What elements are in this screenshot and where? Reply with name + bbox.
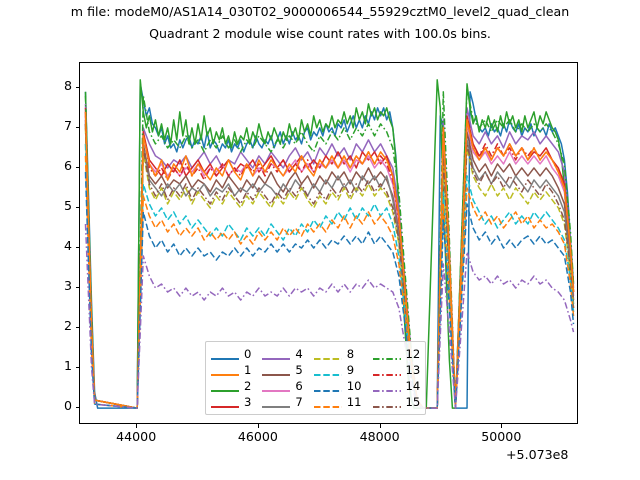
legend-swatch-4 [262,349,291,360]
legend-entry-12[interactable]: 12 [372,346,421,362]
legend-label-6: 6 [295,379,303,393]
legend-entry-4[interactable]: 4 [262,346,303,362]
legend-swatch-3 [211,397,239,408]
series-line-9 [84,143,575,409]
x-tick-mark [501,424,503,428]
legend-swatch-2 [211,381,239,392]
legend-swatch-6 [262,381,291,392]
legend-label-13: 13 [405,363,421,377]
series-line-12 [84,87,575,409]
y-tick-label: 1 [63,358,72,374]
legend-entry-0[interactable]: 0 [211,346,251,362]
legend-entry-6[interactable]: 6 [262,378,303,394]
legend-label-8: 8 [346,347,355,361]
legend-entry-14[interactable]: 14 [372,378,421,394]
legend-swatch-14 [372,381,401,392]
legend-swatch-11 [313,397,342,408]
x-tick-label: 50000 [481,429,522,444]
series-line-1 [84,111,575,409]
y-tick-label: 4 [63,238,72,253]
legend-label-9: 9 [346,363,355,377]
legend-entry-3[interactable]: 3 [211,394,251,410]
y-tick-mark [75,327,79,329]
y-tick-mark [75,166,79,168]
legend[interactable]: 0 4 8 12 1 5 9 13 2 6 10 14 3 7 11 15 [205,341,427,415]
x-tick-mark [136,424,138,428]
series-line-5 [84,119,575,409]
x-axis-offset-text: +5.073e8 [506,447,569,462]
legend-label-4: 4 [295,347,303,361]
series-line-8 [84,127,575,409]
legend-swatch-5 [262,365,291,376]
legend-entry-5[interactable]: 5 [262,362,303,378]
legend-label-5: 5 [295,363,303,377]
series-line-2 [84,79,572,409]
y-tick-mark [75,287,79,289]
legend-entry-15[interactable]: 15 [372,394,421,410]
legend-swatch-10 [313,381,342,392]
legend-label-14: 14 [405,379,421,393]
legend-entry-11[interactable]: 11 [313,394,362,410]
y-tick-label: 0 [63,398,72,414]
legend-swatch-0 [211,349,239,360]
y-tick-label: 7 [63,117,72,133]
y-tick-label: 3 [63,278,72,294]
y-tick-mark [75,407,79,409]
x-tick-mark [379,424,381,428]
y-tick-mark [75,126,79,128]
y-tick-mark [75,367,79,369]
legend-entry-7[interactable]: 7 [262,394,303,410]
legend-label-12: 12 [405,347,421,361]
x-tick-label: 46000 [237,429,278,444]
legend-entry-13[interactable]: 13 [372,362,421,378]
x-tick-label: 48000 [359,429,400,444]
series-line-10 [84,171,575,409]
x-tick-label: 44000 [116,429,157,444]
y-tick-label: 2 [63,318,72,334]
legend-entry-8[interactable]: 8 [313,346,362,362]
legend-label-0: 0 [244,347,252,361]
legend-swatch-8 [313,349,342,360]
y-tick-label: 6 [63,157,72,173]
y-tick-mark [75,86,79,88]
legend-label-11: 11 [346,395,362,409]
legend-swatch-1 [211,365,239,376]
legend-swatch-9 [313,365,342,376]
legend-label-7: 7 [295,395,303,409]
y-tick-label: 8 [63,77,72,93]
legend-entry-10[interactable]: 10 [313,378,362,394]
y-tick-label: 5 [63,197,72,213]
legend-label-15: 15 [405,395,421,409]
y-tick-mark [75,247,79,248]
legend-label-2: 2 [244,379,252,393]
legend-label-3: 3 [244,395,252,409]
legend-swatch-15 [372,397,401,408]
legend-swatch-12 [372,349,401,360]
series-line-11 [84,155,575,409]
series-line-14 [84,223,575,409]
legend-label-10: 10 [346,379,362,393]
legend-label-1: 1 [244,363,252,377]
y-tick-mark [75,206,79,208]
figure-suptitle: m file: modeM0/AS1A14_030T02_9000006544_… [70,4,570,19]
legend-swatch-13 [372,365,401,376]
series-line-15 [84,123,575,409]
legend-entry-2[interactable]: 2 [211,378,251,394]
series-lines [84,79,575,409]
legend-entry-9[interactable]: 9 [313,362,362,378]
legend-swatch-7 [262,397,291,408]
legend-entry-1[interactable]: 1 [211,362,251,378]
x-tick-mark [257,424,259,428]
series-line-4 [84,103,575,409]
axes-title: Quadrant 2 module wise count rates with … [149,26,491,41]
